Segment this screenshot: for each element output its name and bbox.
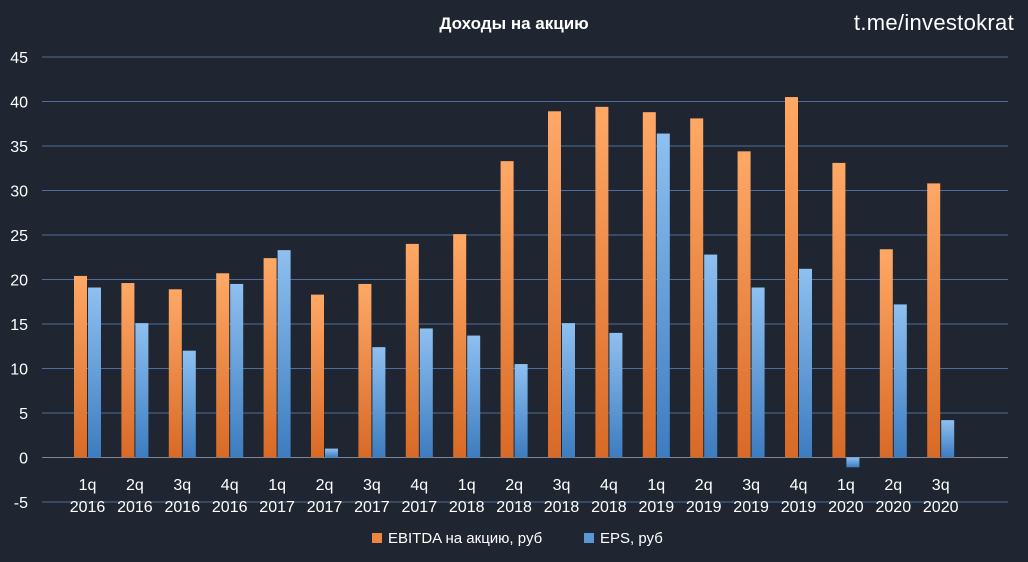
x-tick-label: 1q bbox=[268, 477, 286, 494]
x-tick-label: 2020 bbox=[923, 499, 959, 516]
x-tick-label: 3q bbox=[173, 477, 191, 494]
x-tick-label: 2020 bbox=[828, 499, 864, 516]
x-tick-label: 2017 bbox=[354, 499, 390, 516]
x-tick-label: 2018 bbox=[544, 499, 580, 516]
x-tick-label: 4q bbox=[221, 477, 239, 494]
bar-eps bbox=[514, 364, 528, 458]
x-tick-label: 4q bbox=[790, 477, 808, 494]
bar-eps bbox=[277, 250, 291, 458]
bar-ebitda bbox=[879, 249, 893, 458]
x-tick-label: 2q bbox=[316, 477, 334, 494]
bar-ebitda bbox=[832, 162, 846, 458]
x-tick-label: 2016 bbox=[117, 499, 153, 516]
bar-eps bbox=[704, 254, 718, 458]
bar-eps bbox=[325, 448, 338, 458]
x-tick-label: 3q bbox=[742, 477, 760, 494]
x-tick-label: 2016 bbox=[70, 499, 106, 516]
bar-eps bbox=[88, 287, 101, 458]
x-tick-label: 2q bbox=[505, 477, 523, 494]
x-tick-label: 2q bbox=[126, 477, 144, 494]
bar-ebitda bbox=[311, 294, 324, 458]
x-tick-label: 2019 bbox=[639, 499, 675, 516]
y-tick-label: 40 bbox=[10, 95, 28, 112]
bar-eps bbox=[846, 457, 860, 468]
bar-eps bbox=[230, 283, 244, 458]
bar-eps bbox=[182, 350, 196, 458]
x-tick-label: 2q bbox=[695, 477, 713, 494]
x-tick-label: 2017 bbox=[402, 499, 438, 516]
bar-eps bbox=[799, 268, 812, 458]
y-tick-label: 10 bbox=[10, 362, 28, 379]
bar-ebitda bbox=[548, 111, 561, 458]
bar-ebitda bbox=[690, 118, 704, 458]
x-tick-label: 2018 bbox=[496, 499, 532, 516]
x-tick-label: 1q bbox=[647, 477, 665, 494]
legend-swatch-eps bbox=[584, 533, 594, 543]
bar-eps bbox=[893, 304, 907, 458]
y-tick-label: -5 bbox=[14, 495, 28, 512]
x-tick-label: 2018 bbox=[449, 499, 485, 516]
bar-ebitda bbox=[595, 106, 609, 458]
bar-ebitda bbox=[642, 112, 656, 458]
bar-ebitda bbox=[453, 234, 467, 458]
legend-label: EBITDA на акцию, руб bbox=[388, 530, 542, 547]
bar-ebitda bbox=[263, 258, 277, 458]
bar-ebitda bbox=[121, 283, 135, 458]
bar-ebitda bbox=[785, 97, 798, 458]
bar-ebitda bbox=[358, 283, 372, 458]
y-tick-label: 25 bbox=[10, 228, 28, 245]
bar-eps bbox=[941, 420, 955, 458]
bar-eps bbox=[609, 332, 623, 458]
bar-ebitda bbox=[737, 151, 751, 458]
x-tick-label: 2020 bbox=[876, 499, 912, 516]
bar-eps bbox=[419, 328, 433, 458]
x-tick-label: 2017 bbox=[259, 499, 295, 516]
x-tick-label: 2016 bbox=[212, 499, 248, 516]
x-tick-label: 2016 bbox=[165, 499, 201, 516]
bar-eps bbox=[135, 323, 149, 458]
x-tick-label: 2018 bbox=[591, 499, 627, 516]
y-tick-label: 45 bbox=[10, 50, 28, 67]
chart-title: Доходы на акцию bbox=[439, 14, 589, 33]
legend-swatch-ebitda bbox=[372, 533, 382, 543]
bar-eps bbox=[751, 287, 765, 458]
y-tick-label: 5 bbox=[19, 406, 28, 423]
x-tick-label: 2019 bbox=[733, 499, 769, 516]
x-tick-label: 1q bbox=[837, 477, 855, 494]
y-tick-label: 35 bbox=[10, 139, 28, 156]
bar-eps bbox=[467, 335, 481, 458]
x-tick-label: 4q bbox=[410, 477, 428, 494]
watermark: t.me/investokrat bbox=[853, 10, 1014, 35]
bar-ebitda bbox=[216, 273, 230, 458]
bar-ebitda bbox=[405, 243, 419, 458]
x-tick-label: 3q bbox=[932, 477, 950, 494]
x-tick-label: 1q bbox=[458, 477, 476, 494]
x-tick-label: 3q bbox=[363, 477, 381, 494]
y-tick-label: 0 bbox=[19, 451, 28, 468]
bar-ebitda bbox=[74, 275, 87, 458]
x-tick-label: 1q bbox=[79, 477, 97, 494]
legend-label: EPS, руб bbox=[600, 530, 663, 547]
y-tick-label: 30 bbox=[10, 184, 28, 201]
y-tick-label: 15 bbox=[10, 317, 28, 334]
bar-eps bbox=[562, 323, 575, 458]
x-tick-label: 2019 bbox=[781, 499, 817, 516]
bar-eps bbox=[372, 347, 386, 458]
x-tick-label: 3q bbox=[553, 477, 571, 494]
x-tick-label: 2q bbox=[884, 477, 902, 494]
bar-ebitda bbox=[927, 183, 941, 458]
bar-eps bbox=[656, 133, 670, 458]
x-tick-label: 2017 bbox=[307, 499, 343, 516]
bar-ebitda bbox=[500, 161, 514, 458]
y-tick-label: 20 bbox=[10, 273, 28, 290]
x-tick-label: 2019 bbox=[686, 499, 722, 516]
bar-ebitda bbox=[168, 289, 182, 458]
x-tick-label: 4q bbox=[600, 477, 618, 494]
